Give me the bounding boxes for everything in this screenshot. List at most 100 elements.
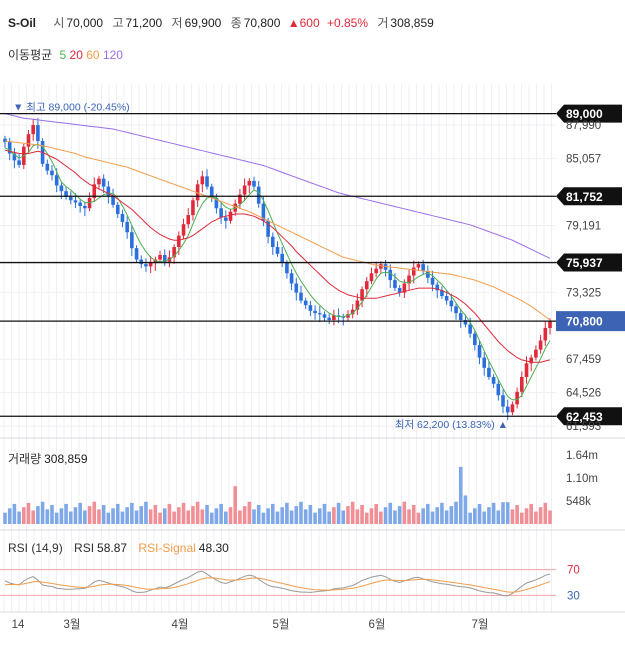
- volume-bar: [426, 503, 430, 524]
- volume-bar: [120, 511, 125, 524]
- candle-body: [520, 376, 524, 392]
- volume-bar: [538, 507, 543, 524]
- volume-bar: [158, 512, 162, 524]
- volume-bar: [458, 466, 463, 524]
- volume-bar: [477, 503, 482, 524]
- volume-bar: [186, 510, 191, 524]
- volume-bar: [369, 508, 374, 524]
- change-value: ▲600: [287, 16, 320, 30]
- candle-body: [228, 211, 233, 221]
- candle-body: [341, 316, 346, 318]
- candle-body: [125, 221, 129, 233]
- price-tick-label: 85,057: [566, 154, 601, 166]
- x-tick-label: 6월: [369, 618, 386, 631]
- candle-body: [473, 333, 477, 346]
- volume-bar: [473, 508, 477, 524]
- volume-bar: [294, 506, 299, 524]
- volume-bar: [317, 508, 322, 524]
- volume-bar: [440, 502, 444, 524]
- quote-header: S-Oil 시 70,000 고 71,200 저 69,900 종 70,800 ▲6…: [8, 14, 434, 31]
- volume-bar: [238, 510, 242, 524]
- volume-bar: [115, 503, 120, 524]
- level-tag-label: 62,453: [566, 410, 603, 424]
- candle-body: [458, 313, 463, 320]
- candle-body: [271, 236, 275, 248]
- volume-bar: [364, 512, 369, 524]
- volume-bar: [543, 502, 548, 524]
- volume-bar: [444, 510, 449, 524]
- close-label: 종: [230, 16, 242, 30]
- candle-body: [87, 198, 92, 209]
- ma-line-ma60: [4, 140, 551, 321]
- volume-bar: [148, 509, 153, 524]
- volume-bar: [336, 502, 341, 524]
- volume-bar: [322, 503, 327, 524]
- candle-body: [83, 205, 87, 209]
- candle-body: [26, 134, 31, 147]
- volume-bar: [252, 509, 256, 524]
- volume-bar: [350, 501, 355, 524]
- volume-bar: [214, 508, 219, 524]
- volume-bar: [402, 501, 407, 524]
- volume-bar: [355, 509, 360, 524]
- candle-body: [463, 319, 468, 325]
- candle-body: [529, 357, 534, 364]
- candle-body: [543, 327, 548, 341]
- volume-bar: [54, 512, 59, 524]
- candle-body: [50, 170, 54, 176]
- price-tick-label: 67,459: [566, 354, 601, 366]
- price-tick-label: 79,191: [566, 220, 601, 232]
- volume-bar: [68, 511, 73, 524]
- volume-title: 거래량: [8, 452, 42, 466]
- volume-bar: [449, 506, 454, 524]
- candle-body: [332, 315, 336, 320]
- candle-body: [78, 202, 82, 206]
- volume-bar: [167, 503, 172, 524]
- candle-body: [487, 367, 491, 377]
- close-value: 70,800: [243, 16, 281, 30]
- candle-body: [158, 255, 162, 260]
- volume-bar: [139, 506, 144, 524]
- candle-body: [101, 178, 106, 187]
- candle-body: [115, 204, 120, 214]
- candle-body: [379, 264, 383, 269]
- candle-body: [477, 345, 482, 358]
- level-tag: [556, 187, 622, 206]
- volume-bar: [280, 507, 284, 524]
- candle-body: [31, 125, 35, 135]
- candle-body: [181, 224, 186, 236]
- candle-body: [346, 314, 350, 318]
- ma-line-ma5: [4, 143, 551, 401]
- rsi-tick-label: 30: [567, 590, 580, 602]
- volume-bar: [266, 508, 270, 524]
- candle-body: [322, 314, 327, 318]
- candle-body: [393, 280, 397, 289]
- candle-body: [247, 180, 252, 186]
- change-percent: +0.85%: [326, 16, 369, 30]
- candle-body: [416, 264, 421, 268]
- candle-body: [534, 349, 538, 358]
- candle-body: [430, 277, 435, 285]
- volume-panel-title: 거래량 308,859: [8, 450, 88, 467]
- volume-bar: [233, 486, 238, 524]
- ma-line-ma20: [4, 149, 551, 363]
- candle-body: [369, 273, 374, 282]
- volume-bar: [374, 503, 378, 524]
- x-tick-label: 4월: [172, 618, 189, 631]
- x-tick-label: 7월: [472, 618, 489, 631]
- candle-body: [501, 395, 505, 407]
- volume-bar: [416, 512, 421, 524]
- candle-body: [120, 213, 125, 222]
- volume-bar: [524, 508, 529, 524]
- candle-body: [73, 200, 78, 203]
- candle-body: [468, 324, 472, 334]
- candle-body: [510, 404, 515, 413]
- ma-legend-20: 20: [69, 48, 83, 62]
- rsi-tick-label: 70: [567, 565, 580, 577]
- candle-body: [92, 184, 97, 198]
- price-tick-label: 87,990: [566, 120, 601, 132]
- ma-legend: 이동평균 5 20 60 120: [8, 46, 123, 63]
- volume-bar: [360, 505, 364, 524]
- candle-body: [256, 186, 261, 204]
